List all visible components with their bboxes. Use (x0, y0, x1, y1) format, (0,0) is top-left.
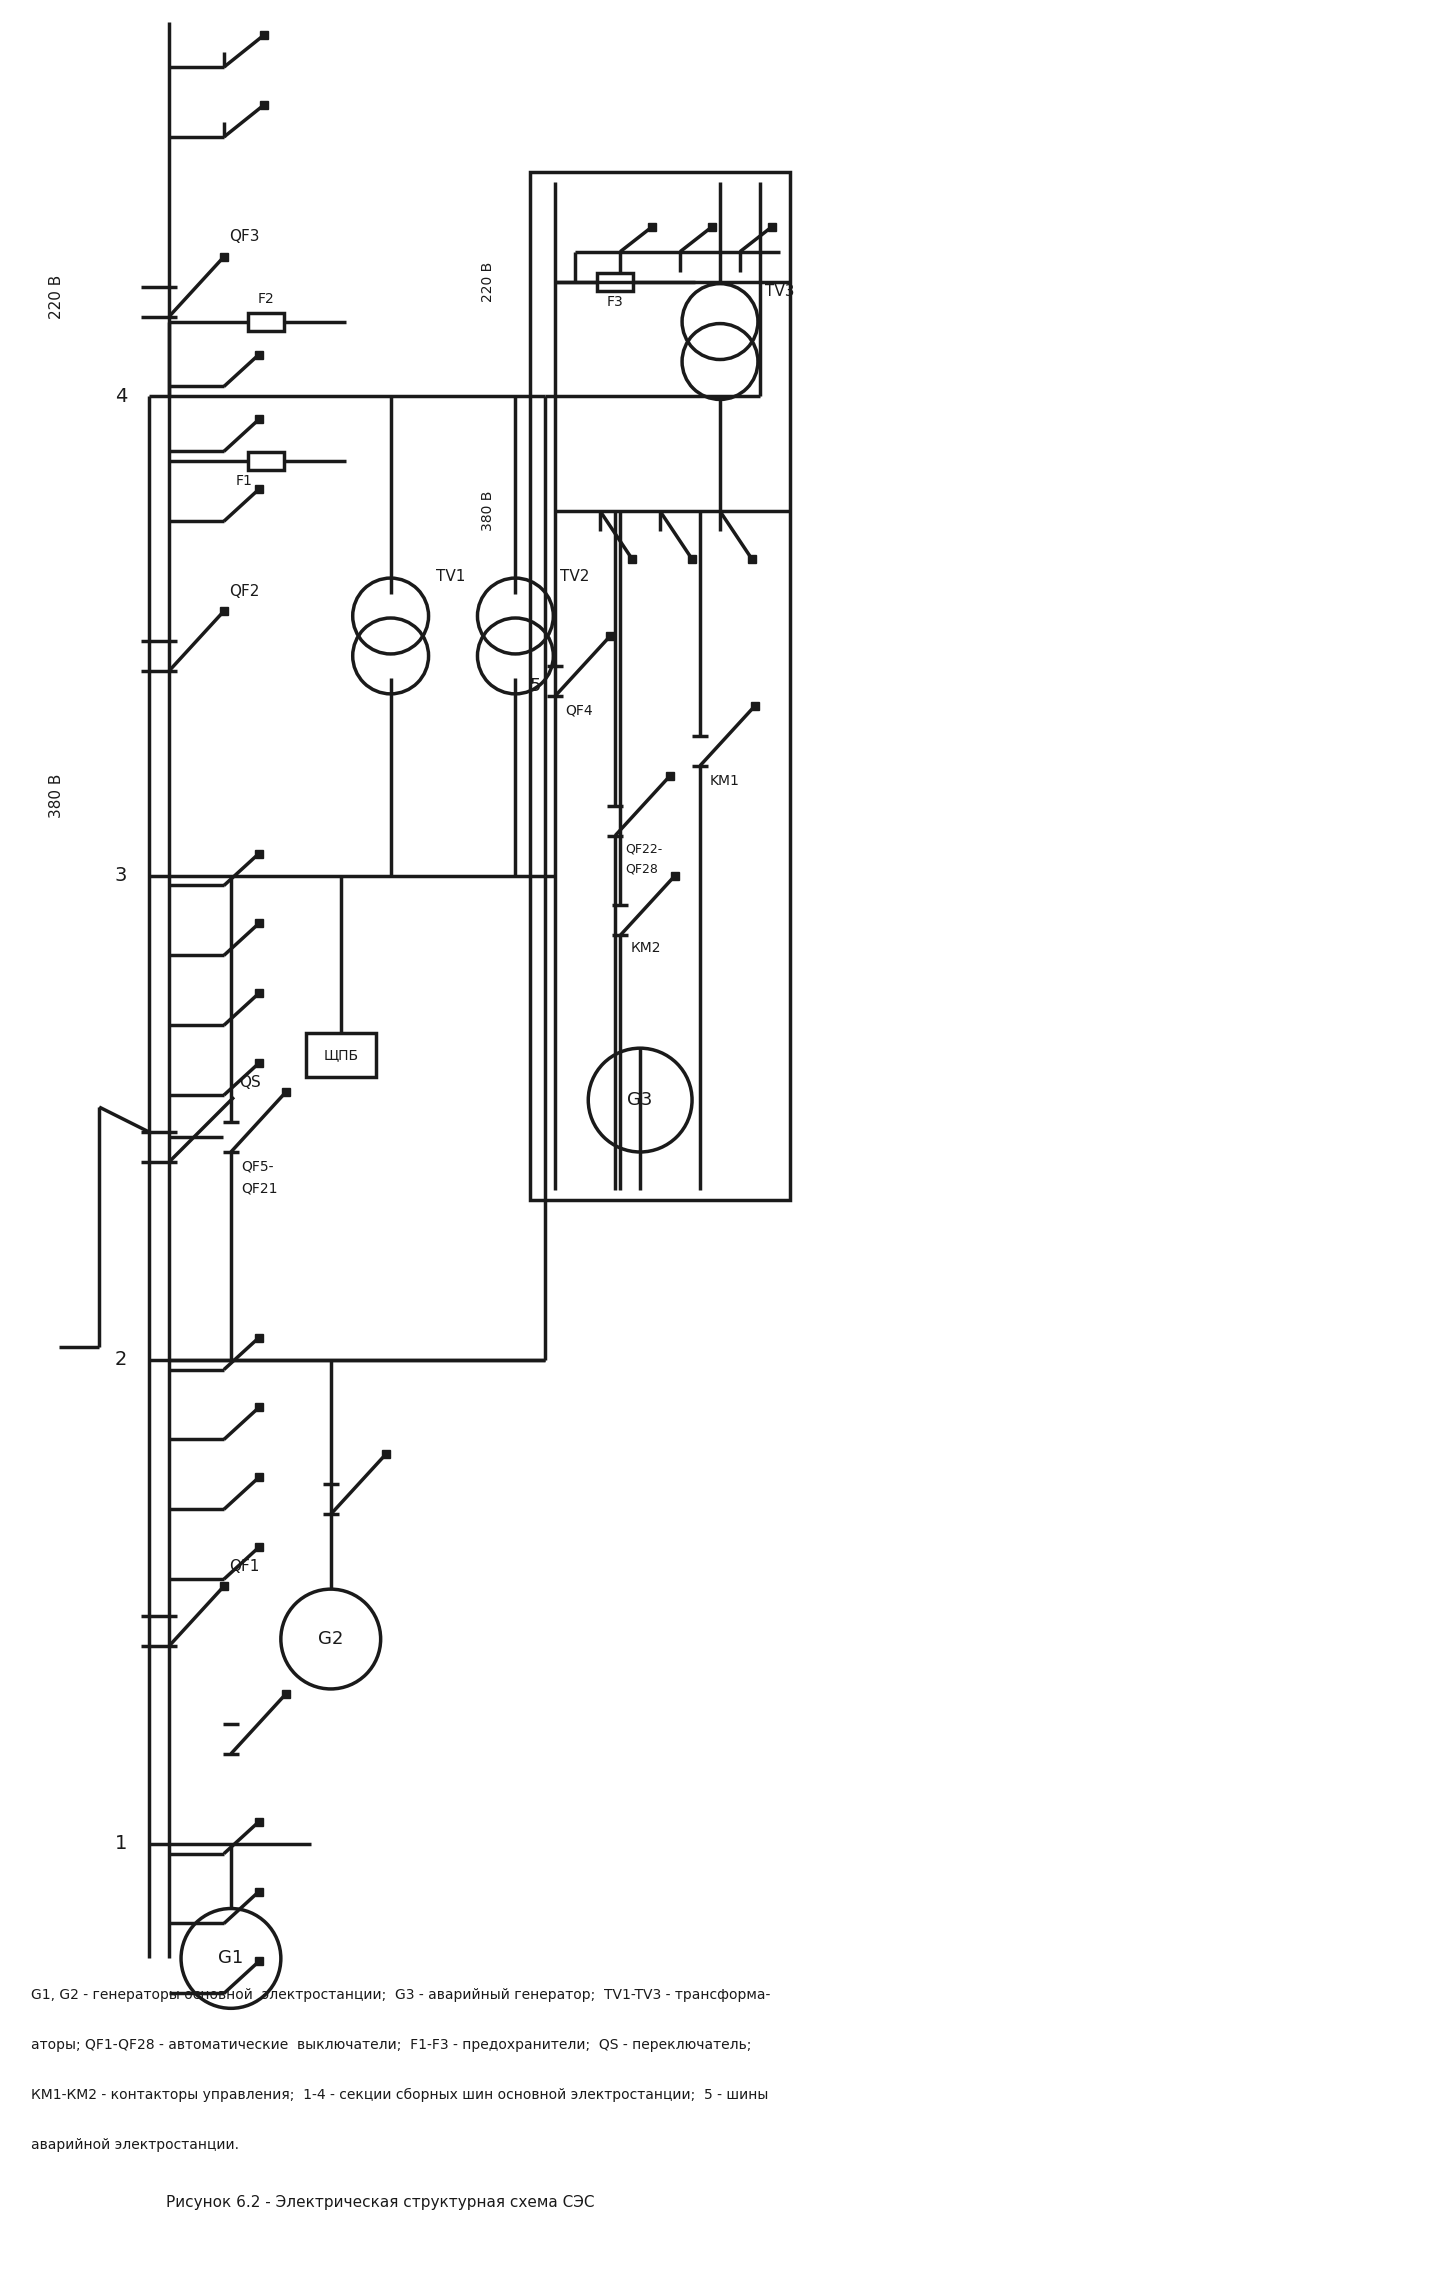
Text: TV3: TV3 (765, 283, 795, 299)
Polygon shape (648, 224, 657, 231)
Text: QF1: QF1 (229, 1558, 260, 1574)
Polygon shape (255, 1473, 263, 1482)
Text: QF2: QF2 (229, 585, 260, 598)
Text: TV1: TV1 (436, 569, 465, 585)
Text: G1: G1 (218, 1951, 244, 1967)
Polygon shape (606, 633, 615, 640)
Text: TV2: TV2 (560, 569, 590, 585)
Bar (248, 313, 284, 331)
Polygon shape (667, 772, 674, 779)
Polygon shape (219, 1583, 228, 1590)
Text: 380 В: 380 В (482, 491, 495, 532)
Text: КМ1-КМ2 - контакторы управления;  1-4 - секции сборных шин основной электростанц: КМ1-КМ2 - контакторы управления; 1-4 - с… (32, 2088, 769, 2101)
Polygon shape (688, 555, 696, 564)
Text: 3: 3 (115, 866, 127, 884)
Polygon shape (255, 349, 263, 359)
Polygon shape (750, 701, 759, 710)
Text: F3: F3 (608, 295, 623, 308)
Text: КМ2: КМ2 (631, 941, 661, 955)
Text: аторы; QF1-QF28 - автоматические  выключатели;  F1-F3 - предохранители;  QS - пе: аторы; QF1-QF28 - автоматические выключа… (32, 2037, 752, 2053)
Polygon shape (219, 608, 228, 614)
Polygon shape (260, 32, 268, 39)
Polygon shape (255, 1887, 263, 1896)
Text: Рисунок 6.2 - Электрическая структурная схема СЭС: Рисунок 6.2 - Электрическая структурная … (166, 2195, 595, 2211)
Bar (597, 272, 633, 290)
Text: 220 В: 220 В (49, 274, 63, 320)
Polygon shape (671, 872, 680, 879)
Text: G2: G2 (317, 1631, 343, 1649)
Text: QS: QS (240, 1073, 261, 1089)
Polygon shape (219, 254, 228, 260)
Polygon shape (260, 100, 268, 110)
Polygon shape (255, 989, 263, 998)
Text: QF4: QF4 (566, 703, 593, 717)
Polygon shape (255, 1957, 263, 1967)
Text: G3: G3 (628, 1092, 652, 1110)
Polygon shape (255, 1060, 263, 1067)
Text: F2: F2 (257, 292, 274, 306)
Text: 220 В: 220 В (482, 263, 495, 301)
Text: G1, G2 - генераторы основной  электростанции;  G3 - аварийный генератор;  TV1-TV: G1, G2 - генераторы основной электростан… (32, 1989, 771, 2003)
Text: QF5-: QF5- (241, 1160, 273, 1174)
Polygon shape (381, 1450, 390, 1459)
Text: QF3: QF3 (229, 228, 260, 244)
Text: 5: 5 (530, 676, 541, 694)
Text: 2: 2 (115, 1350, 127, 1368)
Text: 4: 4 (115, 386, 127, 407)
Polygon shape (628, 555, 636, 564)
Polygon shape (255, 1818, 263, 1825)
Polygon shape (255, 850, 263, 856)
Text: аварийной электростанции.: аварийной электростанции. (32, 2138, 240, 2152)
Polygon shape (768, 224, 776, 231)
Text: ЩПБ: ЩПБ (323, 1048, 358, 1062)
Polygon shape (255, 1544, 263, 1551)
Text: 380 В: 380 В (49, 774, 63, 818)
Text: QF21: QF21 (241, 1181, 277, 1197)
Bar (306, 1032, 375, 1078)
Polygon shape (255, 920, 263, 927)
Text: QF22-: QF22- (625, 843, 662, 854)
Polygon shape (281, 1690, 290, 1697)
Polygon shape (255, 416, 263, 423)
Polygon shape (709, 224, 716, 231)
Text: 1: 1 (115, 1834, 127, 1852)
Bar (248, 452, 284, 471)
Bar (531, 171, 789, 1199)
Polygon shape (255, 484, 263, 493)
Text: KM1: KM1 (710, 774, 740, 788)
Text: F1: F1 (235, 475, 253, 489)
Polygon shape (255, 1402, 263, 1412)
Polygon shape (747, 555, 756, 564)
Polygon shape (255, 1334, 263, 1341)
Text: QF28: QF28 (625, 861, 658, 875)
Polygon shape (281, 1087, 290, 1096)
